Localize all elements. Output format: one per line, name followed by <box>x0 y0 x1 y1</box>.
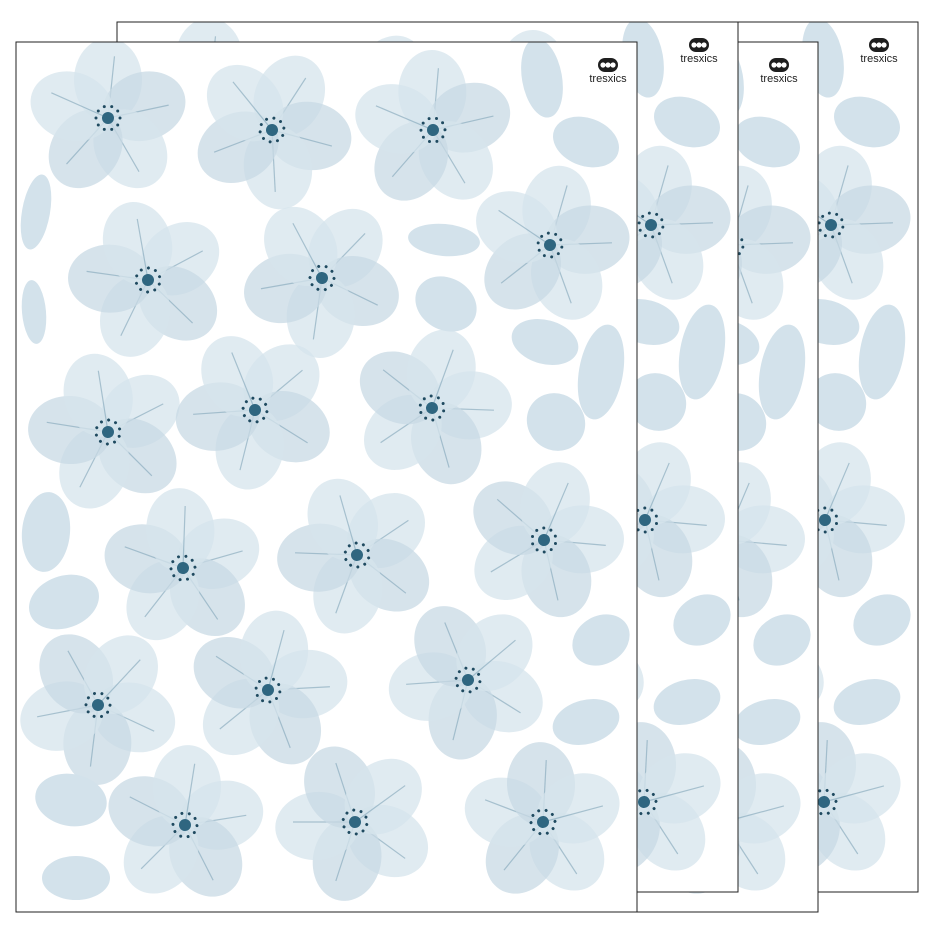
brand-name: tresxics <box>860 53 898 65</box>
logo-icon <box>689 38 709 52</box>
logo-icon <box>769 58 789 72</box>
brand-name: tresxics <box>760 73 798 85</box>
brand-name: tresxics <box>589 73 627 85</box>
logo-icon <box>598 58 618 72</box>
sticker-sheet: tresxics <box>15 41 638 913</box>
logo-icon <box>869 38 889 52</box>
brand-name: tresxics <box>680 53 718 65</box>
